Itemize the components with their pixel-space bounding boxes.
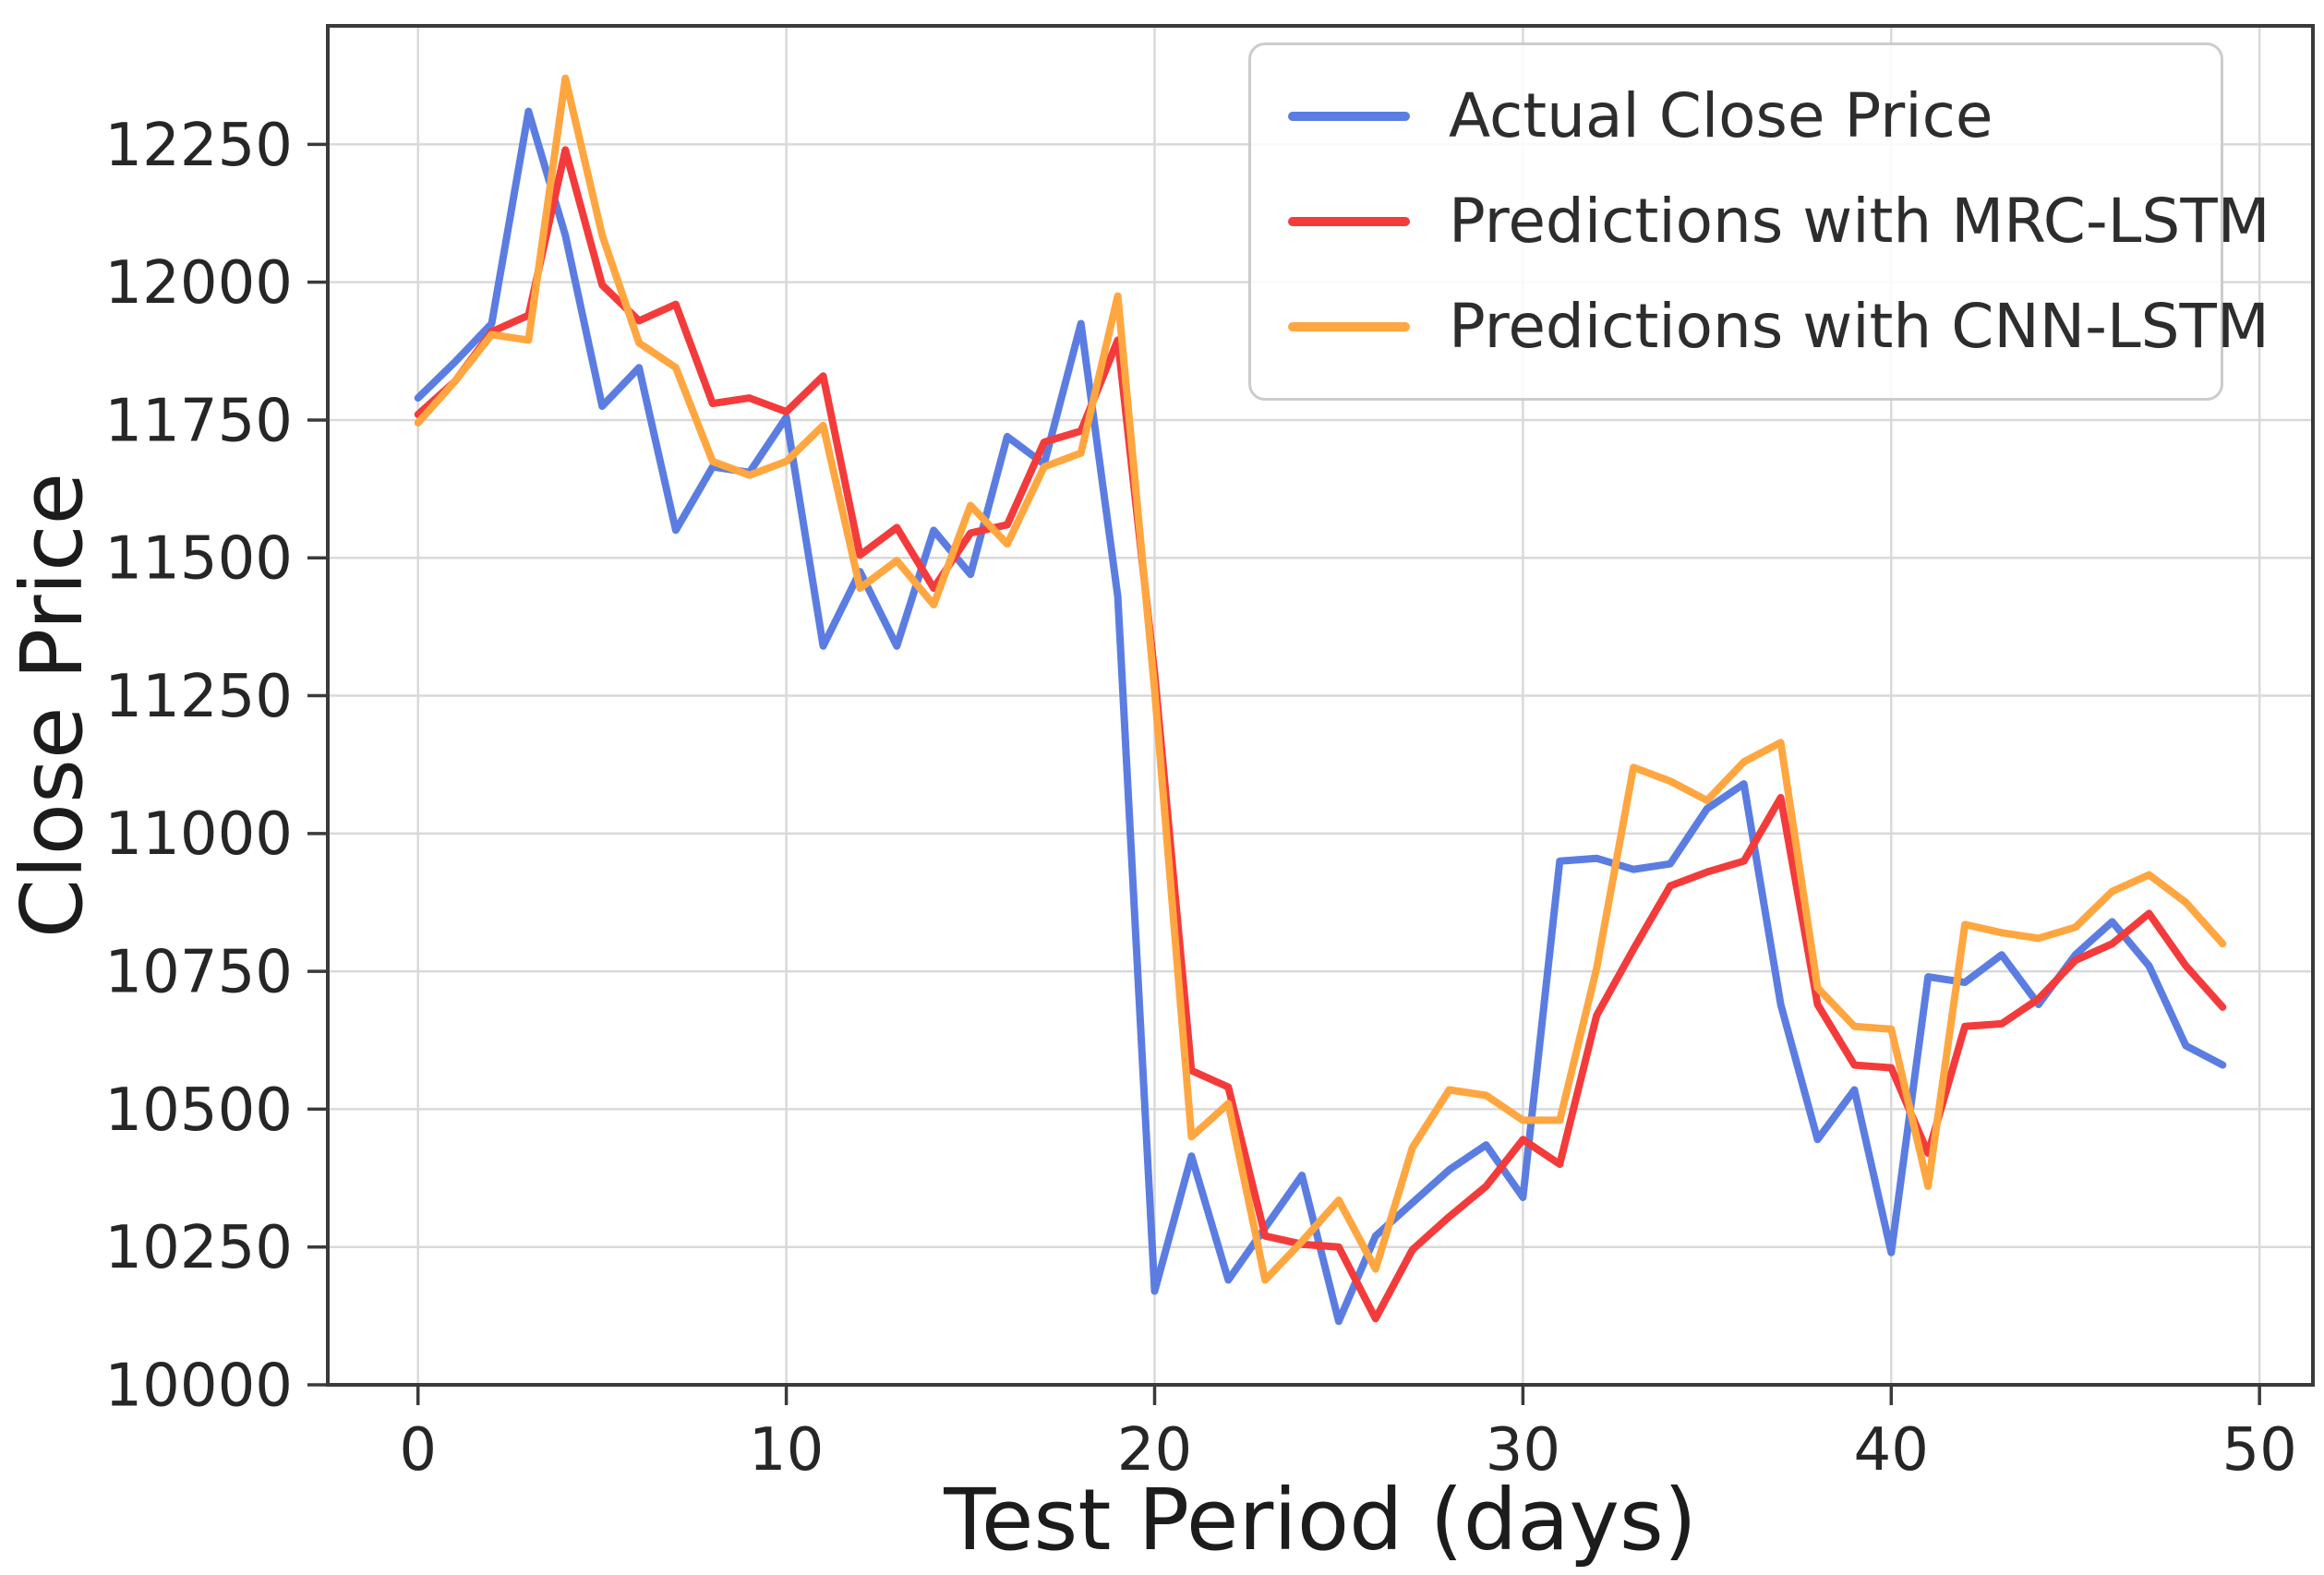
y-tick-label: 12250 xyxy=(104,112,293,180)
legend-item: Predictions with CNN-LSTM xyxy=(1288,282,2270,372)
legend-label-actual: Actual Close Price xyxy=(1449,80,1993,151)
legend-swatch-actual xyxy=(1288,112,1410,121)
axes: 1000010250105001075011000112501150011750… xyxy=(104,24,2315,1485)
y-tick-label: 12000 xyxy=(104,249,293,318)
y-tick-label: 11000 xyxy=(104,800,293,869)
plot-border xyxy=(326,24,2315,1387)
x-tick-label: 50 xyxy=(2222,1416,2296,1485)
legend-item: Predictions with MRC-LSTM xyxy=(1288,176,2270,267)
y-tick-label: 10750 xyxy=(104,939,293,1007)
y-tick-label: 11250 xyxy=(104,663,293,731)
x-tick-label: 10 xyxy=(749,1416,824,1485)
y-tick-label: 10500 xyxy=(104,1076,293,1145)
x-tick-label: 0 xyxy=(399,1416,437,1485)
x-tick-label: 30 xyxy=(1486,1416,1560,1485)
y-tick-label: 11500 xyxy=(104,525,293,594)
legend-swatch-mrc-lstm xyxy=(1288,217,1410,226)
y-tick-label: 11750 xyxy=(104,387,293,455)
legend-label-mrc-lstm: Predictions with MRC-LSTM xyxy=(1449,186,2270,257)
series-line xyxy=(414,74,2227,1284)
legend-swatch-cnn-lstm xyxy=(1288,322,1410,331)
x-axis-label: Test Period (days) xyxy=(943,1471,1696,1569)
legend: Actual Close Price Predictions with MRC-… xyxy=(1248,42,2270,401)
y-tick-label: 10250 xyxy=(104,1214,293,1282)
data-series xyxy=(414,74,2227,1326)
x-tick-label: 40 xyxy=(1854,1416,1929,1485)
series-line xyxy=(414,146,2227,1323)
y-axis-label: Close Price xyxy=(3,473,102,938)
legend-item: Actual Close Price xyxy=(1288,71,2184,162)
y-tick-label: 10000 xyxy=(104,1352,293,1420)
legend-label-cnn-lstm: Predictions with CNN-LSTM xyxy=(1449,291,2270,362)
x-tick-label: 20 xyxy=(1117,1416,1192,1485)
